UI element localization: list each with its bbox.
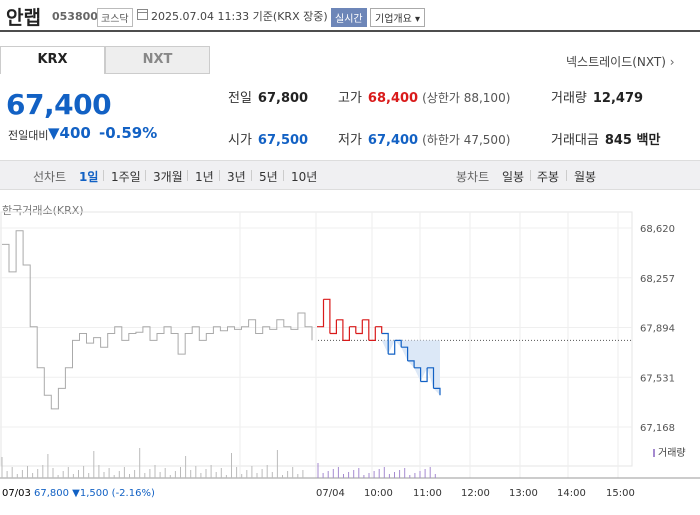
change-amount: 400	[59, 124, 91, 142]
stock-name: 안랩	[6, 7, 41, 29]
amount-label: 거래대금	[551, 133, 599, 148]
candle-monthly[interactable]: 월봉	[574, 170, 597, 184]
current-price: 67,400	[6, 88, 112, 121]
down-triangle-icon: ▼	[48, 124, 60, 142]
calendar-icon	[137, 9, 148, 20]
period-bar: 선차트 1일 1주일 3개월 1년 3년 5년 10년 봉차트 일봉 주봉 월봉	[0, 160, 700, 190]
change-label: 전일대비	[8, 129, 49, 142]
x-tick-label: 10:00	[364, 488, 393, 499]
series-07-04-segment	[342, 326, 350, 341]
series-07-04-segment	[317, 299, 325, 328]
line-chart-label: 선차트	[33, 170, 67, 184]
x-tick-label: 14:00	[557, 488, 586, 499]
series-07-04-segment	[381, 332, 389, 355]
low-label: 저가	[338, 133, 362, 148]
exchange-tabs: KRX NXT	[0, 46, 210, 74]
x-tick-label: 11:00	[413, 488, 442, 499]
period-10y[interactable]: 10년	[291, 170, 318, 184]
change-value: ▼400	[48, 124, 91, 142]
info-open: 시가 67,500	[228, 129, 308, 148]
period-1y[interactable]: 1년	[195, 170, 214, 184]
x-tick-label: 13:00	[509, 488, 538, 499]
volume-label: 거래량	[551, 91, 587, 106]
series-07-04-segment	[427, 367, 435, 389]
candle-daily[interactable]: 일봉	[502, 170, 525, 184]
open-label: 시가	[228, 133, 252, 148]
prev-close-footer: 67,800 ▼1,500 (-2.16%)	[34, 488, 155, 499]
timestamp: 2025.07.04 11:33 기준(KRX 장중)	[151, 10, 328, 23]
info-low: 저가 67,400 (하한가 47,500)	[338, 129, 510, 148]
upper-limit: (상한가 88,100)	[422, 91, 511, 105]
market-badge: 코스닥	[97, 8, 133, 27]
amount-value: 845 백만	[604, 133, 661, 148]
candle-weekly[interactable]: 주봉	[537, 170, 560, 184]
series-07-04-segment	[368, 326, 376, 341]
volume-value: 12,479	[592, 91, 644, 106]
prev-value: 67,800	[257, 91, 309, 106]
period-5y[interactable]: 5년	[259, 170, 278, 184]
stock-code: 053800	[52, 10, 98, 23]
series-07-04-segment	[420, 367, 428, 383]
exchange-label: 한국거래소(KRX)	[2, 204, 84, 217]
company-overview-dropdown[interactable]: 기업개요 ▾	[370, 8, 425, 27]
y-tick-label: 68,257	[640, 274, 675, 285]
lower-limit: (하한가 47,500)	[422, 133, 511, 147]
x-label-07-03: 07/03	[2, 488, 31, 499]
nxt-link-label: 넥스트레이드(NXT)	[566, 55, 666, 69]
nxt-link[interactable]: 넥스트레이드(NXT) ›	[566, 53, 675, 70]
candle-chart-label: 봉차트	[456, 170, 490, 184]
y-tick-label: 68,620	[640, 224, 675, 235]
series-07-03	[2, 230, 313, 410]
series-07-04-segment	[375, 326, 383, 334]
series-07-04-segment	[407, 360, 415, 368]
change-percent: -0.59%	[99, 124, 158, 142]
period-3y[interactable]: 3년	[227, 170, 246, 184]
y-tick-label: 67,531	[640, 373, 675, 384]
realtime-button[interactable]: 실시간	[331, 8, 367, 27]
series-07-04-segment	[388, 340, 396, 355]
series-07-04-segment	[355, 319, 363, 335]
x-tick-label: 07/04	[316, 488, 345, 499]
tab-nxt[interactable]: NXT	[105, 46, 210, 74]
volume-legend: 거래량	[653, 444, 686, 459]
period-1w[interactable]: 1주일	[111, 170, 141, 184]
y-tick-label: 67,168	[640, 423, 675, 434]
x-tick-label: 15:00	[606, 488, 635, 499]
info-volume: 거래량 12,479	[551, 87, 643, 106]
series-07-04-fill	[317, 340, 440, 396]
stock-header: 안랩 053800 코스닥 2025.07.04 11:33 기준(KRX 장중…	[0, 0, 700, 32]
chevron-right-icon: ›	[669, 55, 675, 69]
info-high: 고가 68,400 (상한가 88,100)	[338, 87, 510, 106]
info-prev: 전일 67,800	[228, 87, 308, 106]
tab-krx[interactable]: KRX	[0, 46, 105, 74]
period-1d[interactable]: 1일	[79, 170, 99, 184]
series-07-04-segment	[362, 319, 370, 341]
series-07-04-segment	[394, 339, 402, 348]
period-3m[interactable]: 3개월	[153, 170, 183, 184]
series-07-04-segment	[336, 319, 344, 341]
prev-label: 전일	[228, 91, 252, 106]
x-tick-label: 12:00	[461, 488, 490, 499]
series-07-04-segment	[401, 346, 409, 361]
open-value: 67,500	[257, 133, 309, 148]
high-label: 고가	[338, 91, 362, 106]
series-07-04-segment	[433, 387, 441, 396]
y-tick-label: 67,894	[640, 324, 675, 335]
high-value: 68,400	[367, 91, 419, 106]
info-amount: 거래대금 845 백만	[551, 129, 660, 148]
series-07-04-segment	[329, 319, 337, 335]
series-07-04-segment	[414, 367, 422, 382]
low-value: 67,400	[367, 133, 419, 148]
series-07-04-segment	[323, 298, 331, 334]
series-07-04-segment	[349, 326, 357, 334]
